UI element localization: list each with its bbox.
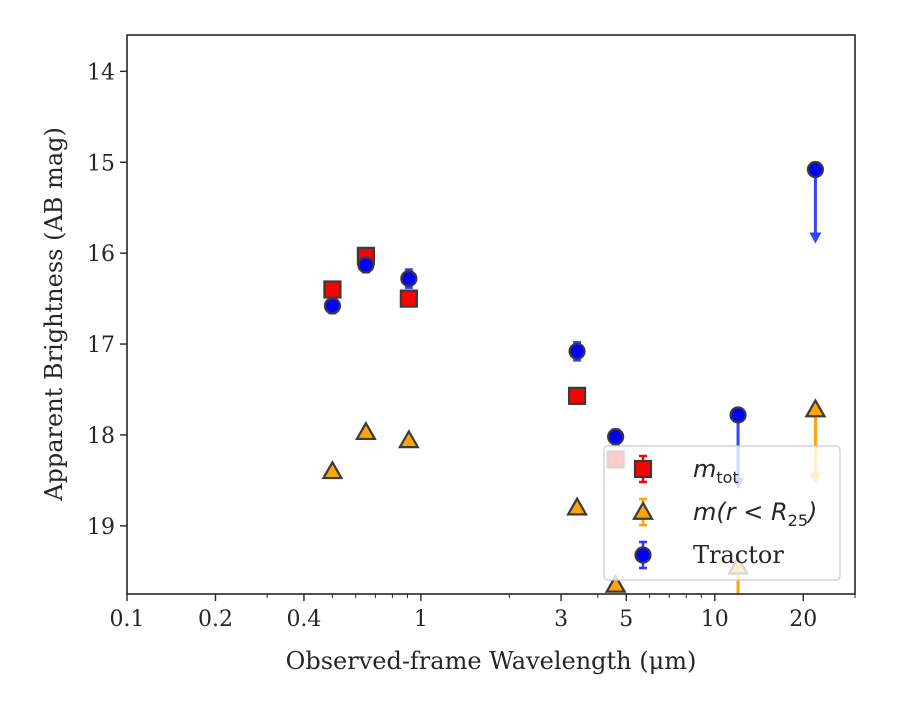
- data-point-circle: [729, 406, 747, 424]
- data-point-circle: [568, 342, 586, 360]
- legend-label: Tractor: [693, 541, 784, 569]
- x-tick-label: 1: [414, 607, 428, 632]
- data-point-triangle: [355, 420, 377, 441]
- data-point-circle: [400, 269, 418, 288]
- data-point-triangle: [804, 398, 827, 418]
- x-tick-label: 0.1: [110, 607, 145, 632]
- x-axis-label: Observed-frame Wavelength (μm): [286, 647, 697, 675]
- legend-marker-square: [633, 459, 653, 479]
- x-tick-label: 20: [789, 607, 817, 632]
- y-tick-label: 14: [87, 60, 115, 85]
- x-tick-label: 0.2: [198, 607, 233, 632]
- series-circle: [323, 160, 825, 489]
- plot-frame: [126, 34, 856, 595]
- y-tick-label: 17: [87, 333, 115, 358]
- data-point-square: [399, 289, 418, 308]
- y-tick-label: 18: [87, 424, 115, 449]
- y-axis-label: Apparent Brightness (AB mag): [40, 127, 68, 502]
- data-point-triangle: [321, 460, 344, 480]
- data-point-circle: [806, 160, 825, 179]
- data-point-triangle: [397, 429, 420, 449]
- x-tick-label: 5: [619, 607, 633, 632]
- legend-box: [603, 445, 841, 581]
- legend-label: mtot: [693, 455, 739, 487]
- y-tick-label: 19: [87, 515, 115, 540]
- legend-marker-circle: [634, 546, 652, 564]
- legend: mtot m(r < R25) Tractor: [603, 445, 841, 581]
- x-tick-label: 10: [701, 607, 729, 632]
- data-point-circle: [357, 256, 375, 274]
- data-point-circle: [323, 297, 342, 315]
- data-point-triangle: [566, 496, 588, 516]
- y-tick-label: 16: [87, 242, 115, 267]
- upper-limit-arrowhead: [809, 232, 822, 244]
- x-tick-label: 3: [554, 607, 568, 632]
- upper-limit-arrowhead: [732, 630, 744, 641]
- data-point-triangle: [604, 573, 627, 593]
- data-point-square: [567, 386, 587, 405]
- y-tick-label: 15: [87, 151, 115, 176]
- legend-label: m(r < R25): [693, 498, 817, 530]
- x-tick-label: 0.4: [286, 607, 321, 632]
- legend-marker-triangle: [632, 500, 654, 520]
- data-point-square: [323, 280, 342, 299]
- data-point-circle: [607, 428, 625, 446]
